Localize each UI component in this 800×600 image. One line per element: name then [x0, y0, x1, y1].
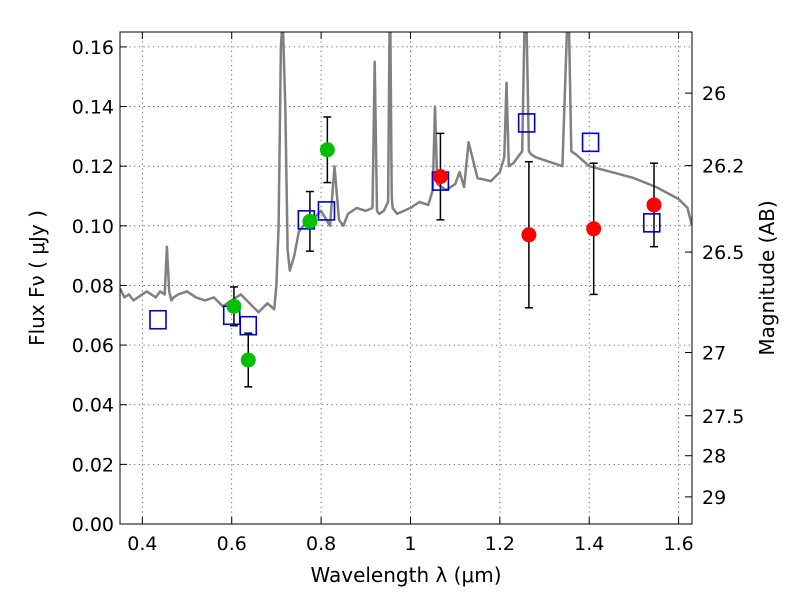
photometry-point	[646, 197, 662, 213]
y-tick-label: 0.06	[72, 335, 114, 357]
model-photometry-square	[517, 113, 536, 133]
y-tick-label: 0.02	[72, 454, 114, 476]
photometry-point	[432, 169, 448, 185]
x-tick-label: 0.6	[217, 533, 247, 555]
x-tick-label: 1	[404, 533, 416, 555]
x-tick-label: 0.8	[306, 533, 336, 555]
model-photometry-square	[642, 213, 661, 233]
y2-tick-label: 27.5	[702, 406, 744, 428]
y-tick-label: 0.00	[72, 514, 114, 536]
y-tick-label: 0.10	[72, 216, 114, 238]
plot-frame	[119, 31, 693, 525]
model-photometry-square	[581, 132, 600, 153]
data-markers	[149, 113, 662, 388]
y2-tick-label: 26.5	[702, 242, 744, 264]
y2-tick-label: 26	[702, 83, 726, 105]
x-axis-label: Wavelength λ (μm)	[310, 563, 501, 587]
y-axis-label: Flux Fν ( μJy )	[25, 210, 49, 346]
y2-axis-label: Magnitude (AB)	[755, 200, 779, 355]
y-tick-label: 0.04	[72, 395, 114, 417]
model-photometry-square	[317, 201, 336, 221]
photometry-point	[302, 213, 318, 229]
grid-lines	[120, 32, 692, 525]
model-photometry-square	[239, 315, 258, 336]
photometry-point	[521, 227, 537, 243]
axis-tick-labels: 0.4 0.6 0.8 1 1.2 1.4 1.6 0.00 0.02 0.04 0.06 0.08 0…	[72, 37, 745, 555]
model-spectrum	[120, 32, 692, 314]
model-photometry-square	[149, 309, 167, 330]
x-tick-label: 1.4	[574, 533, 604, 555]
y-tick-label: 0.12	[72, 156, 114, 178]
y-tick-label: 0.14	[72, 97, 114, 119]
y-tick-label: 0.08	[72, 275, 114, 297]
y2-tick-label: 29	[702, 487, 726, 509]
photometry-point	[319, 142, 335, 158]
x-tick-label: 1.2	[485, 533, 515, 555]
photometry-point	[586, 221, 602, 237]
axis-ticks	[120, 32, 692, 525]
y2-tick-label: 28	[702, 446, 726, 468]
y2-tick-label: 27	[702, 343, 726, 365]
x-tick-label: 1.6	[663, 533, 693, 555]
model-spectrum-line	[120, 32, 692, 314]
photometry-point	[226, 298, 242, 314]
x-tick-label: 0.4	[127, 533, 157, 555]
y2-tick-label: 26.2	[702, 156, 744, 178]
photometry-point	[240, 352, 256, 368]
y-tick-label: 0.16	[72, 37, 114, 59]
